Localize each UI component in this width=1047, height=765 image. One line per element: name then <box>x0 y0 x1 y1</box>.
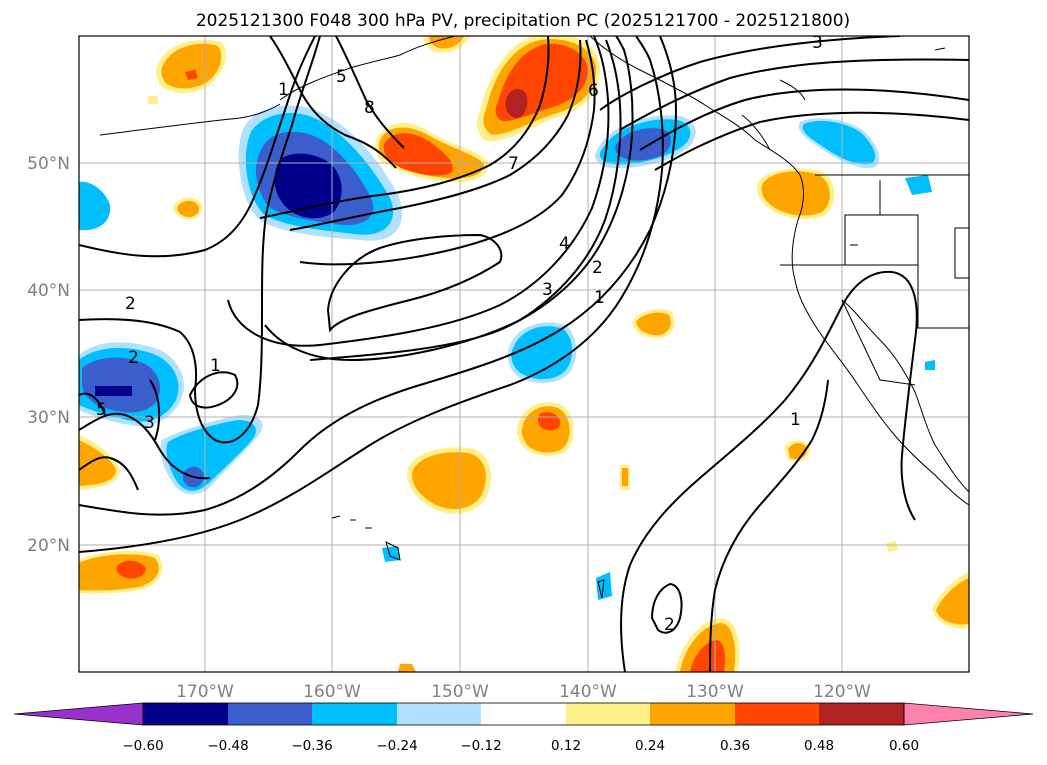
contour-label: 3 <box>542 280 553 300</box>
figure-title: 2025121300 F048 300 hPa PV, precipitatio… <box>196 11 850 31</box>
contour-label: 4 <box>559 234 570 254</box>
contour-label: 1 <box>278 80 289 100</box>
contour-label: 1 <box>210 356 221 376</box>
lat-label: 40°N <box>27 281 70 301</box>
colorbar-segment <box>481 703 566 725</box>
contour-label: 2 <box>128 348 139 368</box>
contour-label: 2 <box>592 258 603 278</box>
lat-label: 30°N <box>27 408 70 428</box>
lon-label: 170°W <box>176 682 234 702</box>
colorbar-label: −0.24 <box>376 738 417 754</box>
contour-label: 8 <box>364 98 375 118</box>
longitude-labels: 170°W 160°W 150°W 140°W 130°W 120°W <box>176 682 871 702</box>
colorbar-frame <box>142 702 905 726</box>
lat-label: 50°N <box>27 154 70 174</box>
colorbar-segment <box>735 703 819 725</box>
contour-label: 2 <box>125 294 136 314</box>
pv-contours <box>79 36 969 672</box>
colorbar-label: 0.60 <box>889 738 919 754</box>
colorbar-segment <box>650 703 735 725</box>
contour-label: 2 <box>664 615 675 635</box>
map-area: 1 3 4 5 6 7 8 2 1 2 3 1 1 2 3 5 2 <box>79 33 969 672</box>
contour-label: 5 <box>96 400 107 420</box>
coastlines <box>99 36 969 599</box>
colorbar-label: 0.12 <box>551 738 581 754</box>
colorbar: −0.60 −0.48 −0.36 −0.24 −0.12 0.12 0.24 … <box>13 702 1034 754</box>
colorbar-segment <box>228 703 312 725</box>
contour-label: 1 <box>790 410 801 430</box>
map-frame <box>78 35 970 673</box>
contour-label: 5 <box>336 67 347 87</box>
precipitation-shading <box>79 36 969 672</box>
colorbar-segment <box>819 703 904 725</box>
lon-label: 120°W <box>813 682 871 702</box>
colorbar-label: −0.12 <box>460 738 501 754</box>
contour-label: 3 <box>812 33 823 53</box>
colorbar-label: −0.48 <box>207 738 248 754</box>
contour-label: 6 <box>588 81 599 101</box>
colorbar-segment <box>397 703 481 725</box>
lon-label: 160°W <box>303 682 361 702</box>
lon-label: 140°W <box>559 682 617 702</box>
latitude-labels: 50°N 40°N 30°N 20°N <box>27 154 70 556</box>
colorbar-label: −0.60 <box>122 738 163 754</box>
colorbar-label: 0.48 <box>804 738 834 754</box>
contour-label: 7 <box>508 154 519 174</box>
colorbar-extend-max <box>903 702 1034 726</box>
contour-label: 3 <box>144 413 155 433</box>
lon-label: 130°W <box>686 682 744 702</box>
colorbar-label: 0.24 <box>635 738 665 754</box>
colorbar-segment <box>143 703 228 725</box>
lon-label: 150°W <box>431 682 489 702</box>
colorbar-label: −0.36 <box>291 738 332 754</box>
colorbar-segment <box>312 703 397 725</box>
colorbar-segment <box>566 703 650 725</box>
colorbar-label: 0.36 <box>720 738 750 754</box>
contour-label: 1 <box>594 288 605 308</box>
contour-labels: 1 3 4 5 6 7 8 2 1 2 3 1 1 2 3 5 2 <box>96 33 823 635</box>
colorbar-extend-min <box>13 702 144 726</box>
lat-label: 20°N <box>27 536 70 556</box>
